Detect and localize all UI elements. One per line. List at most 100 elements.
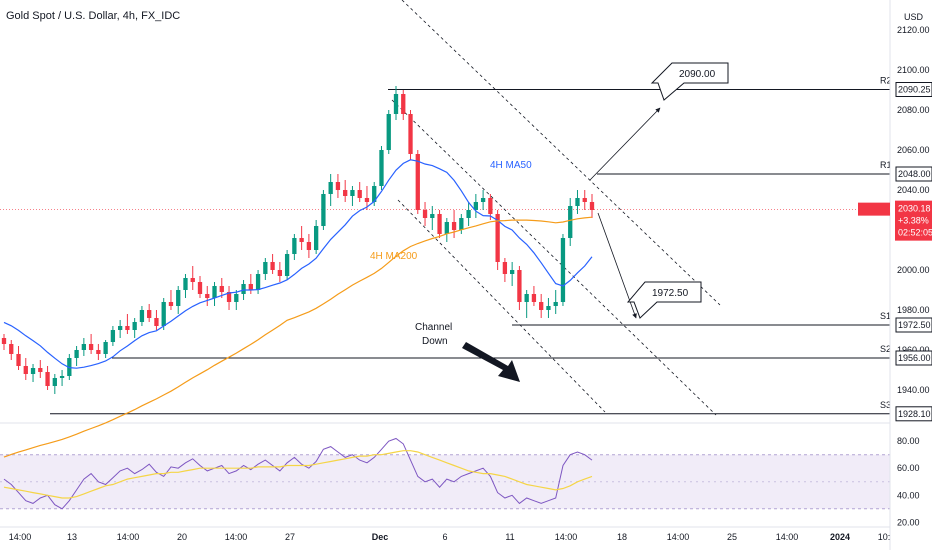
candle-body	[393, 94, 399, 114]
rsi-band	[0, 422, 890, 510]
level-badge-r1	[895, 166, 932, 182]
time-tick-label: 14:00	[117, 532, 140, 542]
candle-body	[430, 214, 435, 218]
candle-body	[103, 342, 108, 354]
time-tick-label: 14:00	[555, 532, 578, 542]
candle-body	[444, 222, 449, 234]
ma200-line	[3, 216, 593, 458]
level-badge-text-s1: 1972.50	[898, 320, 931, 330]
candle-body	[38, 368, 43, 372]
level-badge-s2	[895, 350, 932, 366]
candle-body	[219, 286, 224, 292]
rsi-tick-label: 60.00	[897, 463, 920, 473]
candle-body	[205, 294, 210, 298]
candle-body	[292, 238, 297, 254]
candle-body	[466, 210, 471, 218]
support-resistance-levels: R2 R1 S1 S2 S3	[0, 76, 892, 415]
candle-body	[480, 198, 486, 202]
time-tick-label: 10:	[878, 532, 891, 542]
time-tick-label: 20	[177, 532, 187, 542]
candle-body	[212, 286, 217, 298]
candle-body	[255, 274, 261, 290]
price-tick-label: 2060.00	[897, 145, 930, 155]
candle-body	[147, 310, 152, 318]
candle-body	[1, 338, 7, 344]
candle-body	[408, 114, 413, 154]
candle-body	[589, 202, 595, 210]
candle-body	[74, 350, 79, 358]
level-name-s3: S3	[880, 400, 891, 410]
candle-body	[241, 284, 246, 294]
candle-body	[422, 210, 428, 218]
candle-body	[401, 94, 406, 114]
candle-body	[139, 310, 145, 322]
annotations: 2090.00 1972.50 4H MA50 4H MA200 Channel Down	[370, 62, 729, 382]
candle-body	[88, 344, 94, 350]
projection-up-arrow	[589, 107, 661, 181]
level-badge-text-s2: 1956.00	[898, 353, 931, 363]
candle-body	[546, 306, 551, 310]
channel-label-line1: Channel	[415, 322, 452, 333]
candle-body	[495, 214, 500, 262]
candle-body	[372, 186, 377, 202]
candle-body	[560, 238, 566, 302]
target-callout-lower: 1972.50	[626, 281, 702, 319]
price-tick-label: 1960.00	[897, 345, 930, 355]
candle-body	[132, 322, 137, 330]
price-tick-label: 2000.00	[897, 265, 930, 275]
currency-label: USD	[904, 12, 924, 22]
level-badge-r2	[895, 82, 932, 97]
candle-body	[248, 284, 253, 290]
candlesticks	[1, 86, 595, 394]
ma50-label: 4H MA50	[490, 160, 532, 171]
current-price-badge	[895, 200, 932, 241]
candle-body	[270, 262, 275, 270]
time-tick-label: 6	[442, 532, 447, 542]
candle-body	[335, 182, 341, 190]
target-callout-lower-text: 1972.50	[652, 288, 689, 299]
rsi-line	[3, 437, 593, 510]
rsi-tick-label: 20.00	[897, 517, 920, 527]
candle-body	[59, 376, 65, 378]
candle-body	[517, 270, 522, 302]
candle-body	[473, 202, 479, 210]
moving-averages	[3, 159, 593, 458]
candle-body	[110, 330, 116, 342]
time-tick-label: 27	[285, 532, 295, 542]
rsi-ma-line	[3, 450, 593, 499]
ma50-line	[3, 159, 593, 369]
candle-body	[531, 294, 537, 302]
price-tick-label: 1980.00	[897, 305, 930, 315]
time-axis: 14:00 13 14:00 20 14:00 27 Dec 6 11 14:00 18 14:00 2…	[0, 526, 891, 542]
candle-body	[154, 318, 159, 326]
price-tick-label: 2040.00	[897, 185, 930, 195]
candle-body	[183, 278, 188, 290]
price-tick-label: 1940.00	[897, 385, 930, 395]
target-callout-upper-shape	[650, 62, 729, 101]
candle-body	[524, 294, 529, 302]
level-name-r2: R2	[880, 76, 892, 86]
time-tick-label: 14:00	[9, 532, 32, 542]
current-change-text: +3.38%	[898, 216, 929, 226]
rsi-tick-label: 40.00	[897, 490, 920, 500]
candle-body	[459, 218, 464, 230]
candle-body	[321, 194, 326, 226]
candle-body	[350, 190, 355, 196]
ma200-label: 4H MA200	[370, 251, 418, 262]
channel-line-0	[401, 0, 721, 306]
candle-body	[161, 302, 166, 326]
time-tick-label: 18	[617, 532, 627, 542]
candle-body	[16, 354, 21, 366]
candle-body	[313, 226, 319, 250]
price-tick-label: 2100.00	[897, 65, 930, 75]
candle-body	[575, 198, 580, 206]
time-tick-label: 14:00	[776, 532, 799, 542]
target-callout-upper: 2090.00	[650, 62, 729, 101]
level-badge-text-r1: 2048.00	[898, 169, 931, 179]
candle-body	[437, 214, 442, 234]
price-tick-label: 2080.00	[897, 105, 930, 115]
rsi-tick-label: 80.00	[897, 436, 920, 446]
time-tick-label: 14:00	[667, 532, 690, 542]
candle-body	[45, 372, 50, 386]
